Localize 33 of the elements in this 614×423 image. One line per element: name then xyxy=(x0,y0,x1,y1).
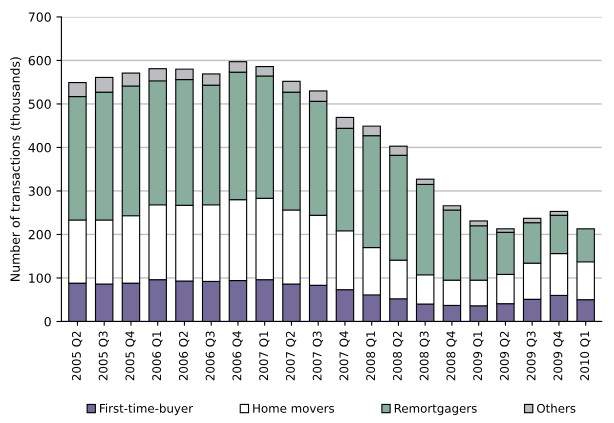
x-tick-label: 2005 Q3 xyxy=(98,331,109,380)
x-tick-label: 2005 Q2 xyxy=(72,332,82,380)
y-tick-label: 0 xyxy=(44,316,51,326)
legend-label: Others xyxy=(537,404,576,413)
legend-label: Remortgagers xyxy=(394,404,477,416)
y-tick-label: 100 xyxy=(29,273,51,283)
x-tick-label: 2006 Q2 xyxy=(178,332,190,380)
y-tick-label: 700 xyxy=(28,12,51,22)
x-tick-label: 2007 Q1 xyxy=(259,332,270,380)
x-tick-label: 2008 Q4 xyxy=(446,331,457,380)
x-tick-label: 2008 Q1 xyxy=(366,332,376,380)
y-tick-label: 200 xyxy=(28,230,51,240)
legend-label: First-time-buyer xyxy=(100,404,194,416)
x-tick-label: 2007 Q3 xyxy=(312,331,323,380)
x-tick-label: 2006 Q3 xyxy=(206,331,216,380)
x-tick-label: 2009 Q4 xyxy=(553,331,564,380)
y-axis-title: Number of transactions (thousands) xyxy=(10,57,22,281)
x-tick-label: 2008 Q3 xyxy=(420,331,430,380)
y-tick-label: 600 xyxy=(28,56,51,66)
x-tick-label: 2010 Q1 xyxy=(580,332,590,380)
x-tick-label: 2009 Q3 xyxy=(526,331,537,380)
x-tick-label: 2005 Q4 xyxy=(125,331,136,380)
y-tick-label: 400 xyxy=(28,142,51,152)
x-tick-label: 2007 Q2 xyxy=(286,332,296,380)
x-tick-label: 2006 Q1 xyxy=(152,332,162,380)
y-tick-label: 300 xyxy=(28,186,51,196)
y-tick-label: 500 xyxy=(28,99,51,109)
x-tick-label: 2009 Q1 xyxy=(473,332,484,380)
legend-label: Home movers xyxy=(253,404,334,413)
x-tick-label: 2007 Q4 xyxy=(339,331,350,380)
x-tick-label: 2009 Q2 xyxy=(500,332,510,380)
x-tick-label: 2008 Q2 xyxy=(392,332,404,380)
x-tick-label: 2006 Q4 xyxy=(232,331,243,380)
